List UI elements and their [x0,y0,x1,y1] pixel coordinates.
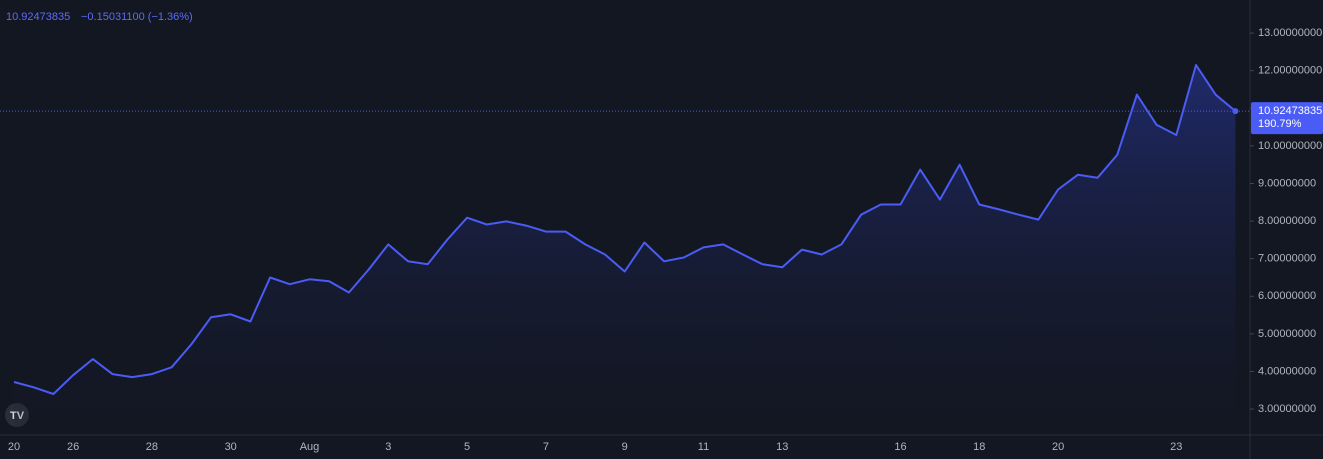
y-tick-label: 9.00000000 [1258,177,1316,189]
y-tick-label: 12.00000000 [1258,65,1322,77]
price-line [13,64,1237,395]
y-tick-label: 8.00000000 [1258,215,1316,227]
legend-price: 10.92473835 [6,11,70,23]
y-tick-label: 4.00000000 [1258,365,1316,377]
x-tick-label: 7 [543,441,549,453]
x-tick-label: Aug [300,441,320,453]
x-tick-label: 20 [1052,441,1064,453]
price-badge [1251,102,1323,135]
x-tick-label: 3 [385,441,391,453]
legend-change: −0.15031100 (−1.36%) [81,11,193,23]
price-badge-change: 190.79% [1258,118,1302,130]
x-tick-label: 11 [698,441,709,453]
x-tick-label: 9 [622,441,628,453]
area [14,65,1236,435]
x-tick-label: 18 [973,441,985,453]
x-tick-label: 16 [894,441,906,453]
price-badge-label: 10.92473835 [1258,105,1322,117]
x-tick-label: 20 [8,441,20,453]
y-tick-label: 5.00000000 [1258,328,1316,340]
x-tick-label: 5 [464,441,470,453]
y-tick-label: 10.00000000 [1258,140,1322,152]
x-tick-label: 28 [146,441,158,453]
x-tick-label: 26 [67,441,79,453]
y-tick-label: 7.00000000 [1258,253,1316,265]
y-tick-label: 3.00000000 [1258,403,1316,415]
y-tick-label: 6.00000000 [1258,290,1316,302]
last-point [1232,108,1239,115]
x-tick-label: 30 [225,441,237,453]
x-tick-label: 23 [1170,441,1182,453]
y-tick-label: 13.00000000 [1258,27,1322,39]
x-tick-label: 13 [776,441,788,453]
